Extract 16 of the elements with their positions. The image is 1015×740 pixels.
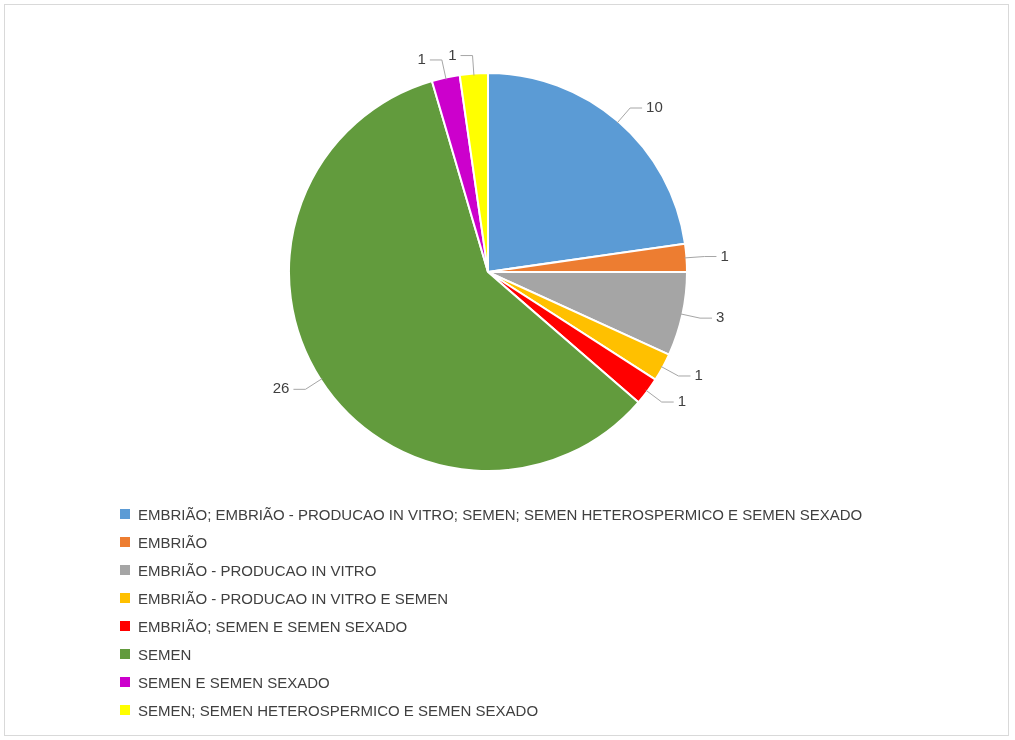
legend-label: EMBRIÃO - PRODUCAO IN VITRO E SEMEN — [138, 589, 449, 607]
data-label: 1 — [448, 45, 457, 63]
legend-label: EMBRIÃO; EMBRIÃO - PRODUCAO IN VITRO; SEMEN; SEMEN HETEROSPERMICO E SEMEN SEXADO — [138, 505, 863, 523]
legend-label: SEMEN E SEMEN SEXADO — [138, 673, 330, 691]
data-label: 1 — [677, 392, 687, 410]
legend-label: EMBRIÃO; SEMEN E SEMEN SEXADO — [138, 617, 408, 635]
legend-label: SEMEN — [138, 645, 192, 663]
data-label: 3 — [716, 308, 725, 326]
data-label: 26 — [272, 379, 290, 397]
data-label: 10 — [646, 98, 663, 116]
data-label: 1 — [417, 50, 426, 68]
legend-label: SEMEN; SEMEN HETEROSPERMICO E SEMEN SEXADO — [138, 701, 539, 719]
data-label: 1 — [720, 246, 729, 264]
data-label: 1 — [694, 366, 703, 384]
legend-label: EMBRIÃO - PRODUCAO IN VITRO — [138, 561, 377, 579]
legend-label: EMBRIÃO — [138, 533, 208, 551]
